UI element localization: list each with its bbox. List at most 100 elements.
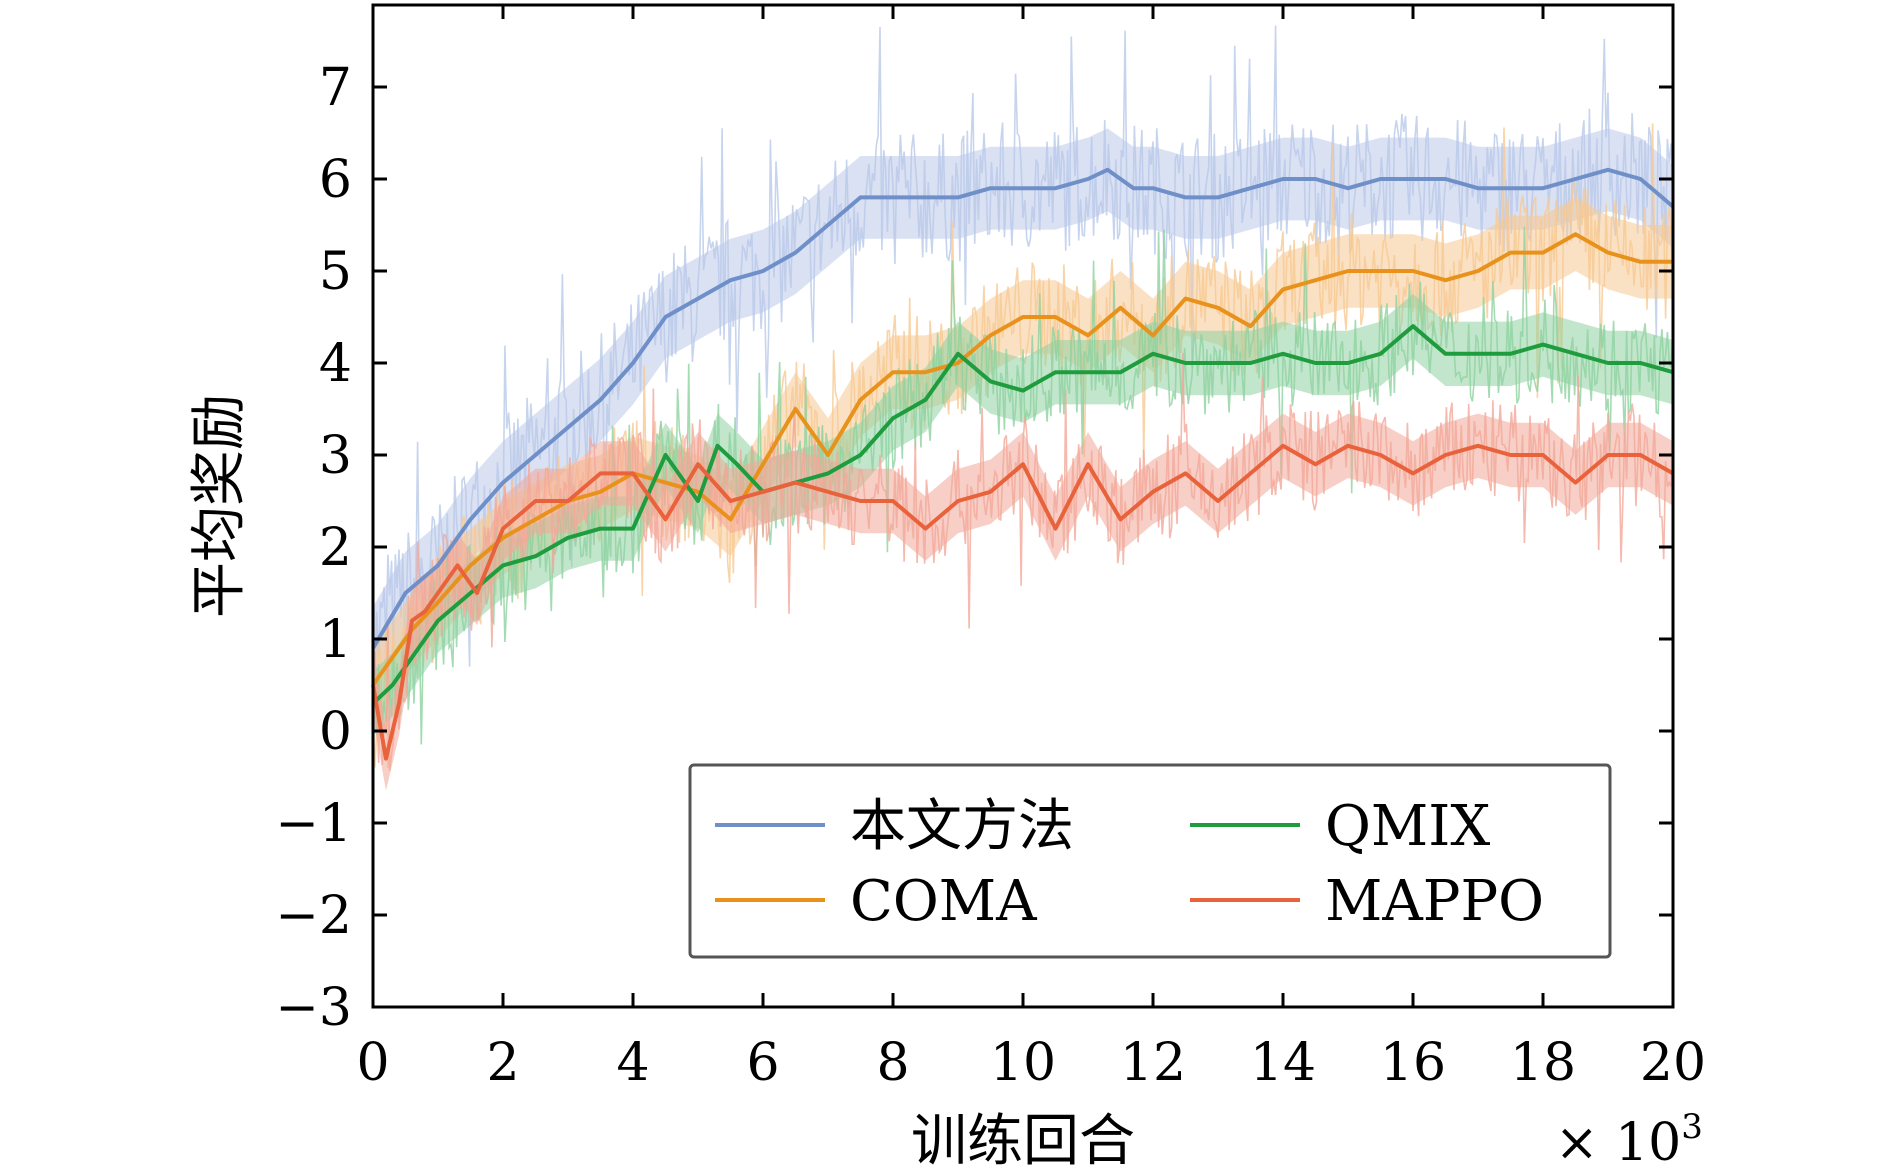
series-point <box>761 490 765 494</box>
series-point <box>924 398 927 402</box>
series-point <box>794 251 797 255</box>
series-point <box>501 536 505 540</box>
series-point <box>1249 471 1252 475</box>
series-point <box>1606 251 1610 255</box>
series-point <box>1151 186 1155 190</box>
series-point <box>696 499 700 503</box>
series-point <box>1281 352 1285 356</box>
series-point <box>1541 251 1545 255</box>
legend-label: QMIX <box>1325 794 1490 859</box>
series-point <box>475 591 479 595</box>
x-tick-label: 8 <box>876 1033 909 1093</box>
series-point <box>397 701 401 705</box>
series-point <box>1314 361 1317 365</box>
series-point <box>1411 324 1415 328</box>
legend-box <box>688 763 1612 959</box>
series-point <box>696 462 700 466</box>
x-tick-label: 2 <box>486 1033 519 1093</box>
series-point <box>1346 269 1350 273</box>
series-point <box>826 490 830 494</box>
series-point <box>1444 177 1447 181</box>
series-point <box>1411 471 1415 475</box>
series-point <box>469 517 472 521</box>
y-tick-label: 7 <box>319 58 352 118</box>
series-point <box>469 563 472 567</box>
series-point <box>423 609 427 613</box>
x-tick-label: 18 <box>1510 1033 1576 1093</box>
series-point <box>924 195 927 199</box>
series-point <box>436 563 440 567</box>
series-point <box>384 757 388 761</box>
series-point <box>1151 333 1155 337</box>
legend: 本文方法 QMIX COMA MAPPO <box>688 763 1612 959</box>
series-point <box>1444 352 1447 356</box>
series-bands <box>372 25 1674 791</box>
series-point <box>735 462 739 466</box>
series-point <box>1574 177 1577 181</box>
y-axis-label: 平均奖励 <box>187 394 252 618</box>
series-point <box>1249 361 1252 365</box>
series-point <box>534 499 537 503</box>
x-axis-multiplier-base: × 10 <box>1555 1113 1681 1173</box>
series-point <box>1184 297 1187 301</box>
series-point <box>696 490 700 494</box>
series-point <box>1314 462 1317 466</box>
series-point <box>410 619 414 623</box>
series-point <box>1411 269 1415 273</box>
series-point <box>1509 251 1512 255</box>
series-point <box>1281 444 1285 448</box>
series-point <box>891 195 895 199</box>
series-band <box>373 128 1673 690</box>
series-point <box>1216 499 1220 503</box>
series-point <box>924 370 927 374</box>
x-axis-multiplier-exponent: 3 <box>1681 1107 1703 1147</box>
series-point <box>1346 444 1350 448</box>
series-point <box>664 453 667 457</box>
series-point <box>1574 232 1577 236</box>
series-point <box>1021 389 1025 393</box>
series-point <box>891 370 895 374</box>
series-point <box>1476 352 1480 356</box>
series-line <box>371 232 1673 687</box>
y-tick-label: 4 <box>319 334 352 394</box>
series-point <box>716 444 719 448</box>
series-point <box>1476 186 1480 190</box>
y-tick-label: 5 <box>319 242 352 302</box>
series-point <box>1119 517 1122 521</box>
x-tick-label: 6 <box>746 1033 779 1093</box>
series-point <box>794 481 797 485</box>
series-point <box>1379 352 1382 356</box>
series-point <box>956 361 960 365</box>
series-point <box>391 655 394 659</box>
x-axis-label: 训练回合 <box>911 1109 1135 1174</box>
series-point <box>631 471 635 475</box>
series-raw-trace <box>372 25 1674 715</box>
series-point <box>1379 177 1382 181</box>
series-point <box>599 527 602 531</box>
x-tick-label: 20 <box>1640 1033 1706 1093</box>
series-point <box>1054 186 1057 190</box>
series-point <box>1541 453 1545 457</box>
series-point <box>1639 361 1642 365</box>
series-point <box>696 297 700 301</box>
series-point <box>664 315 667 319</box>
series-point <box>1249 324 1252 328</box>
series-point <box>436 619 440 623</box>
series-lines <box>371 167 1675 761</box>
series-point <box>1086 462 1090 466</box>
series-point <box>410 655 414 659</box>
series-point <box>1639 260 1642 264</box>
series-line <box>371 167 1675 650</box>
series-point <box>501 563 505 567</box>
series-point <box>989 186 992 190</box>
series-point <box>729 517 732 521</box>
series-point <box>1314 177 1317 181</box>
series-point <box>1086 333 1090 337</box>
series-point <box>859 195 862 199</box>
series-point <box>501 527 505 531</box>
y-tick-label: 1 <box>319 610 352 670</box>
y-tick-label: −3 <box>275 978 352 1038</box>
series-point <box>1541 186 1545 190</box>
legend-label: 本文方法 <box>850 794 1074 859</box>
